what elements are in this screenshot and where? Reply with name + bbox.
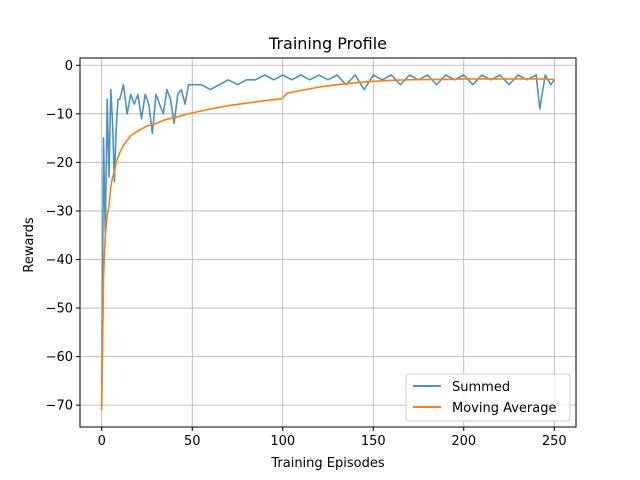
legend: Summed Moving Average (405, 373, 571, 422)
y-tick-label: −40 (46, 253, 73, 268)
x-tick-label: 0 (98, 434, 106, 449)
x-tick-label: 250 (542, 434, 567, 449)
y-tick-label: −60 (46, 350, 73, 365)
y-tick-label: −20 (46, 156, 73, 171)
y-tick-label: −50 (46, 302, 73, 317)
x-tick-label: 50 (184, 434, 201, 449)
plot-frame (79, 57, 577, 428)
legend-box (405, 373, 571, 422)
x-tick-label: 150 (361, 434, 386, 449)
legend-label-moving-average: Moving Average (452, 401, 556, 416)
y-tick-label: −30 (46, 204, 73, 219)
y-axis-label: Rewards (22, 217, 37, 272)
chart-title: Training Profile (268, 34, 387, 53)
x-tick-label: 100 (270, 434, 295, 449)
y-tick-label: −70 (46, 399, 73, 414)
x-tick-label: 200 (451, 434, 476, 449)
axis-ticks: 0 50 100 150 200 250 0 −10 −20 −30 −40 −50 −60 −70 (46, 59, 567, 449)
series-line-summed (100, 74, 555, 411)
y-tick-label: −10 (46, 107, 73, 122)
plot-series (100, 74, 555, 411)
x-axis-label: Training Episodes (270, 456, 384, 471)
series-line-moving-average (100, 78, 555, 411)
y-tick-label: 0 (65, 59, 73, 74)
legend-label-summed: Summed (452, 380, 510, 395)
